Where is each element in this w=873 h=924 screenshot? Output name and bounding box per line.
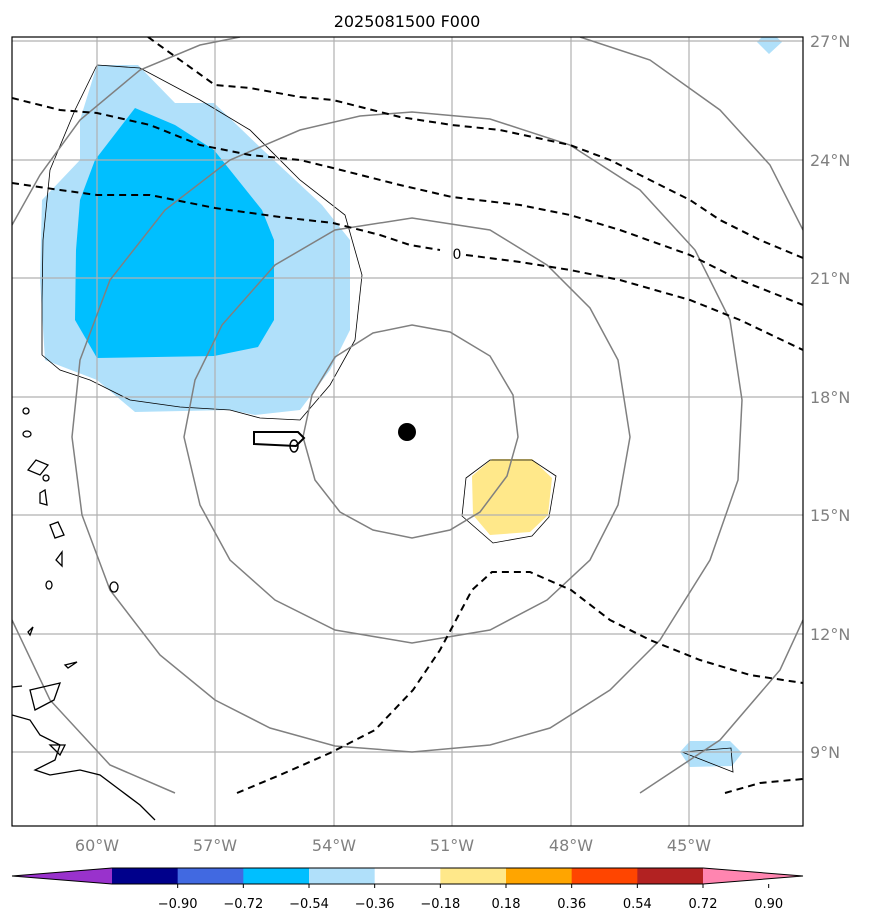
range-ring-3 (71, 111, 743, 753)
range-ring-1 (302, 324, 519, 539)
colorbar-segment (112, 868, 179, 884)
range-ring-4d (639, 619, 803, 794)
colorbar: −0.90 −0.72 −0.54 −0.36 −0.18 0.18 0.36 0.54 0.7… (11, 867, 804, 912)
colorbar-segment (309, 868, 376, 884)
lon-tick-label: 48°W (549, 836, 593, 855)
lat-tick-label: 18°N (810, 388, 850, 407)
colorbar-segment (243, 868, 310, 884)
colorbar-outline (11, 867, 804, 885)
dashed-contours (12, 37, 803, 794)
shading-outlines (41, 64, 734, 773)
colorbar-extend-low (12, 868, 112, 884)
colorbar-tick-label: 0.90 (754, 897, 783, 912)
lat-tick-label: 12°N (810, 625, 850, 644)
colorbar-segment (440, 868, 507, 884)
colorbar-extend-high (703, 868, 803, 884)
lat-tick-label: 27°N (810, 32, 850, 51)
range-rings (12, 37, 803, 794)
colorbar-tick-label: 0.36 (557, 897, 586, 912)
lon-tick-label: 57°W (193, 836, 237, 855)
coastlines (12, 407, 306, 821)
range-ring-2 (183, 217, 631, 644)
closed-contour (253, 431, 306, 448)
colorbar-segment (506, 868, 573, 884)
colorbar-segment (177, 868, 244, 884)
negative-shading-inner (75, 108, 274, 358)
map-area: 0 (12, 37, 803, 826)
lon-tick-label: 51°W (430, 836, 474, 855)
colorbar-segment (571, 868, 638, 884)
lon-tick-label: 45°W (667, 836, 711, 855)
colorbar-segment (374, 868, 441, 884)
lon-tick-label: 54°W (312, 836, 356, 855)
gridlines (12, 37, 803, 826)
colorbar-tick-label: −0.72 (223, 897, 263, 912)
colorbar-tick-label: 0.18 (492, 897, 521, 912)
range-ring-4c (12, 619, 176, 794)
colorbar-tick-label: −0.36 (355, 897, 395, 912)
lat-tick-label: 24°N (810, 151, 850, 170)
lon-tick-label: 60°W (75, 836, 119, 855)
chart-title: 2025081500 F000 (334, 12, 481, 31)
lat-tick-label: 21°N (810, 269, 850, 288)
colorbar-tick-label: 0.54 (623, 897, 652, 912)
lat-tick-label: 9°N (810, 743, 840, 762)
storm-center-marker (398, 423, 416, 441)
lat-tick-labels: 9°N 12°N 15°N 18°N 21°N 24°N 27°N (810, 32, 850, 762)
colorbar-tick-label: −0.90 (158, 897, 198, 912)
range-ring-4 (12, 37, 241, 226)
negative-shading-corner (757, 37, 782, 54)
contour-label: 0 (453, 247, 462, 263)
range-ring-4b (579, 37, 803, 231)
map-frame (11, 36, 804, 827)
colorbar-tick-label: 0.72 (689, 897, 718, 912)
lon-tick-labels: 60°W 57°W 54°W 51°W 48°W 45°W (75, 836, 711, 855)
colorbar-segment (637, 868, 704, 884)
lat-tick-label: 15°N (810, 506, 850, 525)
negative-shading-east (680, 741, 742, 767)
colorbar-tick-label: −0.54 (289, 897, 329, 912)
positive-shading (472, 459, 552, 535)
colorbar-tick-label: −0.18 (420, 897, 460, 912)
